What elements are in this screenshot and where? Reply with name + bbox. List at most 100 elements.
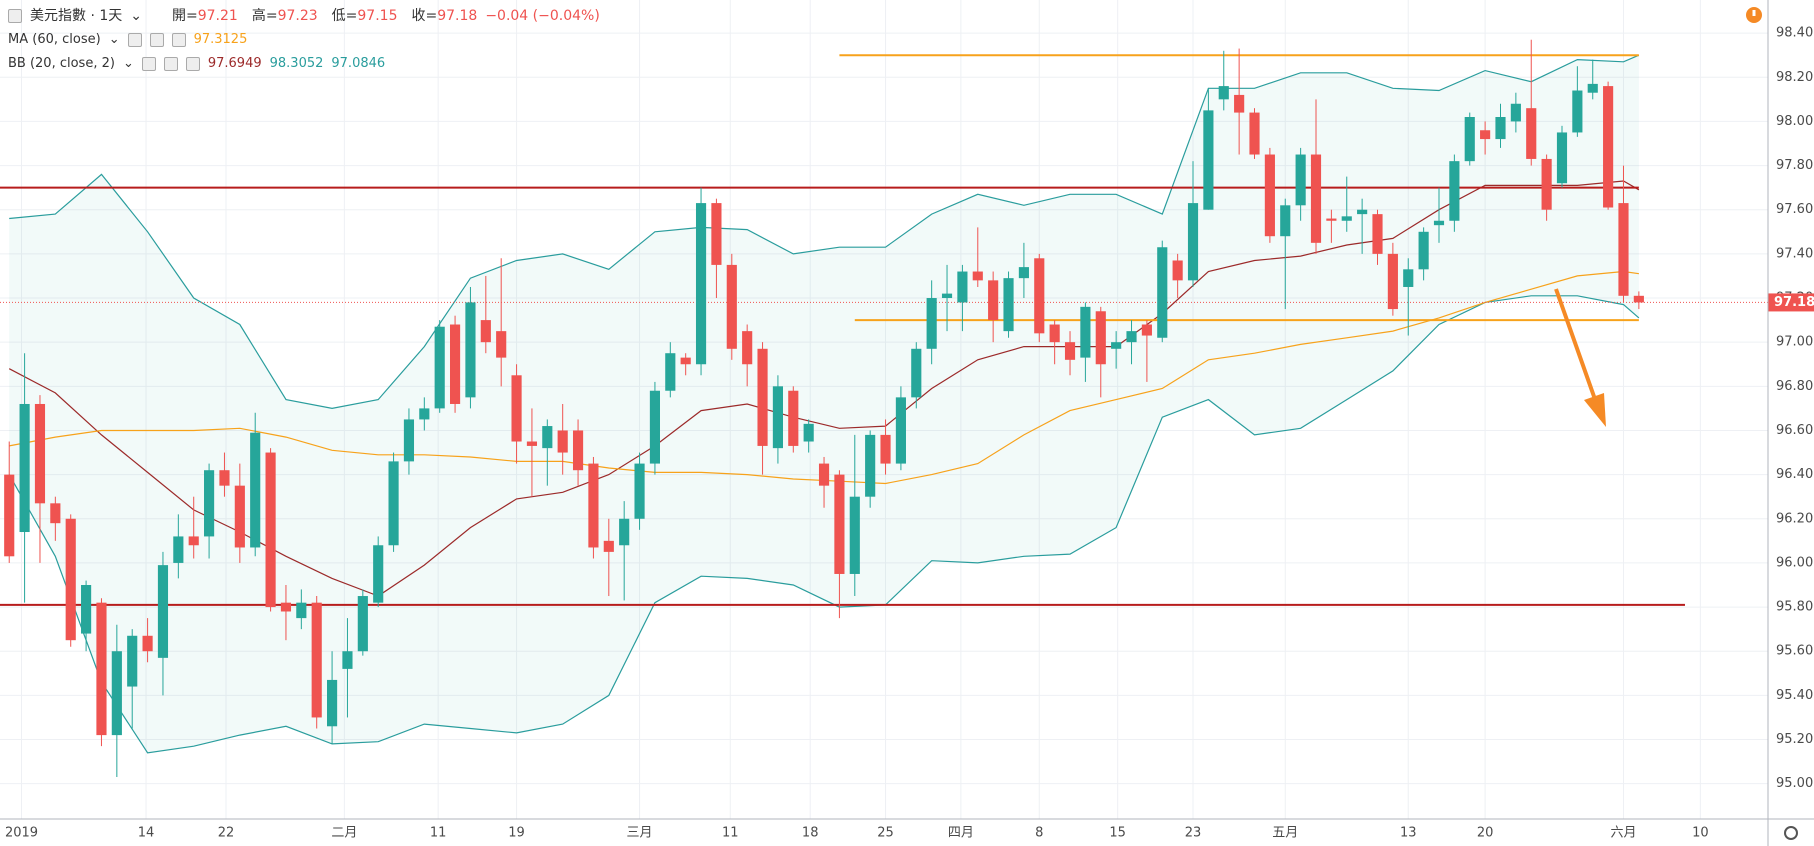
y-tick-label: 96.00	[1776, 555, 1813, 570]
study-icon[interactable]	[185, 57, 200, 71]
study-value: 98.3052	[269, 56, 324, 71]
y-tick-label: 96.80	[1776, 379, 1813, 394]
candle-body	[665, 353, 676, 391]
candle-body	[127, 635, 138, 687]
x-tick-label: 13	[1400, 826, 1417, 841]
candle-body	[496, 331, 507, 358]
candle-body	[1403, 269, 1414, 287]
band-fill	[9, 55, 1639, 753]
candle-body	[4, 474, 15, 557]
x-tick-label: 14	[138, 826, 155, 841]
study-icon[interactable]	[171, 33, 186, 47]
indicator-line	[9, 54, 1640, 410]
candle-body	[81, 585, 92, 634]
candle-body	[803, 423, 814, 442]
candle-body	[1526, 108, 1537, 159]
x-tick-label: 22	[218, 826, 235, 841]
candle-body	[1218, 86, 1229, 100]
candle-body	[1064, 342, 1076, 360]
candle-body	[1556, 132, 1568, 184]
ohlc-key: 開=	[172, 8, 198, 24]
chevron[interactable]: ⌄	[130, 8, 142, 24]
candle-body	[911, 348, 922, 398]
candle-body	[865, 434, 876, 497]
candle-body	[849, 496, 860, 574]
study-value: 97.6949	[207, 56, 262, 71]
ohlc-item: 收=97.18	[411, 4, 477, 28]
x-tick-label: 2019	[5, 826, 38, 841]
candle-body	[834, 474, 845, 574]
y-tick-label: 97.40	[1776, 246, 1813, 261]
x-tick-label: 二月	[331, 826, 357, 841]
x-tick-label: 19	[508, 826, 525, 841]
candle-body	[757, 348, 768, 446]
x-tick-label: 四月	[948, 826, 974, 841]
candle-body	[680, 357, 691, 365]
ohlc-key: 收=	[411, 8, 438, 24]
candle-body	[449, 324, 461, 404]
study-icon[interactable]	[149, 33, 164, 47]
study-row: MA (60, close) ⌄ 97.3125	[8, 28, 600, 52]
ohlc-key: 低=	[331, 8, 358, 24]
ohlc-value: 97.15	[357, 8, 398, 24]
candle-body	[1003, 278, 1014, 332]
candle-body	[572, 430, 584, 471]
candle-body	[419, 408, 430, 420]
x-tick-label: 23	[1185, 826, 1202, 841]
settings-icon[interactable]	[1784, 826, 1798, 840]
candle-body	[880, 434, 891, 464]
ohlc-item: 高=97.23	[252, 4, 318, 28]
candle-body	[465, 302, 476, 398]
candle-body	[234, 485, 245, 548]
y-tick-label: 95.40	[1776, 688, 1813, 703]
candle-body	[742, 331, 753, 365]
collapse-icon[interactable]	[8, 9, 22, 23]
y-tick-label: 98.20	[1776, 70, 1813, 85]
candle-body	[1172, 260, 1183, 281]
study-icon[interactable]	[141, 57, 156, 71]
symbol[interactable]: 美元指數 · 1天	[30, 8, 123, 24]
candle-body	[480, 320, 491, 343]
candle-body	[1603, 86, 1614, 208]
indicator-line	[8, 180, 1640, 597]
alert-mark	[1752, 10, 1756, 16]
candle-body	[1141, 324, 1152, 336]
candle-body	[1249, 112, 1260, 155]
candle-body	[1203, 110, 1214, 210]
y-tick-label: 97.80	[1776, 158, 1813, 173]
y-tick-label: 98.40	[1776, 26, 1813, 41]
candle-body	[1187, 203, 1199, 281]
x-tick-label: 25	[877, 826, 894, 841]
axes: 95.00 95.20 95.40 95.60 95.80 96.00 96.20 96.40…	[5, 26, 1814, 841]
candle-body	[65, 518, 76, 641]
y-tick-label: 96.60	[1776, 423, 1813, 438]
candle-body	[50, 503, 61, 524]
candle-body	[434, 326, 445, 409]
candle-body	[1095, 311, 1106, 365]
y-tick-label: 97.60	[1776, 202, 1813, 217]
candle-body	[726, 264, 737, 349]
candle-body	[1049, 324, 1060, 343]
candle-body	[926, 298, 937, 349]
ohlc-key: 高=	[251, 8, 278, 24]
candle-body	[649, 390, 661, 464]
candle-body	[1234, 94, 1245, 113]
candle-body	[142, 635, 153, 652]
candle-body	[1372, 214, 1383, 254]
candle-body	[1157, 247, 1168, 338]
ohlc-value: 97.23	[277, 8, 318, 24]
candle-body	[280, 602, 292, 612]
x-tick-label: 18	[802, 826, 819, 841]
arrow-shaft	[1554, 288, 1599, 406]
candle-body	[1572, 90, 1583, 133]
candle-body	[96, 602, 107, 736]
candle-body	[1449, 161, 1460, 221]
candle-body	[1618, 203, 1629, 296]
study-icon[interactable]	[163, 57, 178, 71]
candle-body	[941, 293, 953, 299]
study-icon[interactable]	[127, 33, 142, 47]
candle-body	[1310, 154, 1322, 243]
y-tick-label: 95.20	[1776, 732, 1813, 747]
